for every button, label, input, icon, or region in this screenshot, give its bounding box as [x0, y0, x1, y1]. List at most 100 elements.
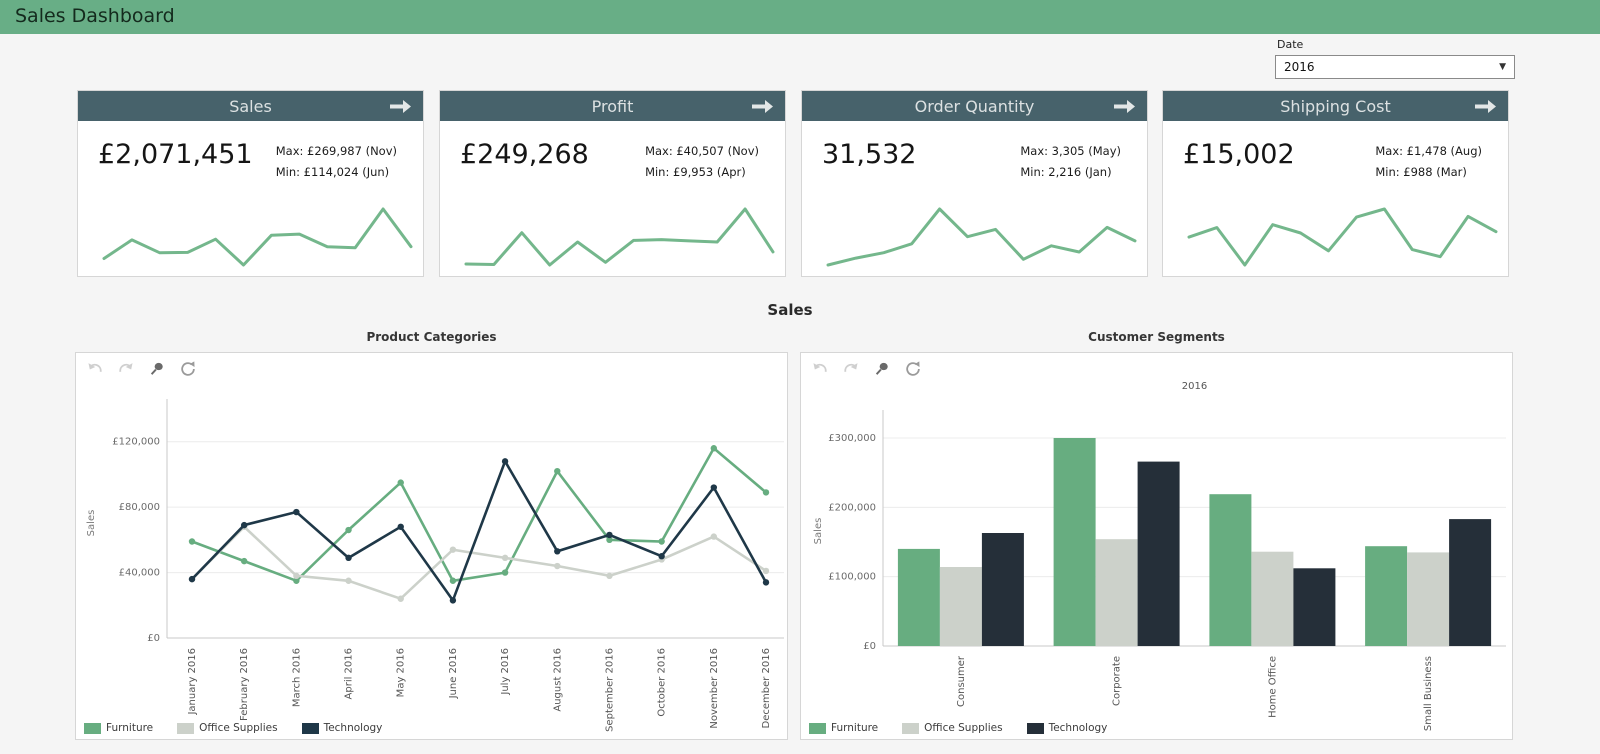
x-tick-label: November 2016 — [709, 648, 720, 729]
kpi-card-profit-header: Profit — [440, 91, 785, 121]
legend-label: Technology — [1048, 722, 1108, 734]
y-tick-label: £0 — [147, 633, 160, 644]
redo-icon[interactable] — [117, 360, 135, 378]
x-tick-label: March 2016 — [291, 648, 302, 707]
kpi-value: £249,268 — [460, 139, 589, 170]
profit-sparkline[interactable] — [440, 201, 785, 275]
kpi-minmax: Max: £1,478 (Aug) Min: £988 (Mar) — [1375, 141, 1482, 183]
chart-subtitle: 2016 — [1182, 381, 1207, 392]
refresh-icon[interactable] — [179, 360, 197, 378]
legend-label: Furniture — [831, 722, 879, 734]
legend-item-technology[interactable]: Technology — [1026, 722, 1108, 734]
kpi-card-sales-header: Sales — [78, 91, 423, 121]
kpi-min: Min: £114,024 (Jun) — [275, 165, 390, 179]
legend-swatch — [177, 722, 195, 734]
undo-icon[interactable] — [86, 360, 104, 378]
x-tick-label: May 2016 — [396, 648, 407, 697]
x-tick-label: August 2016 — [552, 648, 563, 712]
arrow-right-icon[interactable] — [1112, 99, 1136, 118]
kpi-card-order-quantity-header: Order Quantity — [802, 91, 1147, 121]
kpi-max: Max: £40,507 (Nov) — [645, 144, 759, 158]
customer-segments-legend: Furniture Office Supplies Technology — [809, 722, 1107, 734]
kpi-card-title: Order Quantity — [914, 96, 1035, 116]
office-supplies-line — [188, 523, 770, 602]
kpi-card-title: Shipping Cost — [1280, 96, 1391, 116]
sales-sparkline[interactable] — [78, 201, 423, 275]
kpi-min: Min: £9,953 (Apr) — [645, 165, 746, 179]
kpi-minmax: Max: £269,987 (Nov) Min: £114,024 (Jun) — [276, 141, 397, 183]
app-header: Sales Dashboard — [0, 0, 1600, 34]
pin-icon[interactable] — [873, 360, 891, 378]
kpi-card-title: Sales — [229, 96, 272, 116]
kpi-max: Max: £1,478 (Aug) — [1375, 144, 1482, 158]
pin-icon[interactable] — [148, 360, 166, 378]
customer-segments-chart[interactable]: £0 £100,000 £200,000 £300,000 2016 Sales Consu… — [801, 353, 1512, 739]
date-filter-label: Date — [1277, 38, 1304, 51]
x-tick-label: January 2016 — [187, 648, 198, 716]
furniture-bars — [897, 438, 1408, 646]
arrow-right-icon[interactable] — [388, 99, 412, 118]
legend-item-furniture[interactable]: Furniture — [84, 722, 153, 734]
kpi-max: Max: £269,987 (Nov) — [275, 144, 397, 158]
kpi-card-profit: Profit £249,268 Max: £40,507 (Nov) Min: … — [439, 90, 786, 277]
date-select-value: 2016 — [1284, 60, 1315, 74]
legend-swatch — [1026, 722, 1044, 734]
chart-toolbar — [86, 360, 197, 378]
legend-item-furniture[interactable]: Furniture — [809, 722, 878, 734]
legend-swatch — [809, 722, 826, 734]
x-tick-label: February 2016 — [239, 648, 250, 721]
page-title: Sales Dashboard — [15, 5, 175, 27]
legend-item-office-supplies[interactable]: Office Supplies — [902, 722, 1003, 734]
y-tick-label: £80,000 — [119, 502, 160, 513]
y-tick-label: £120,000 — [112, 437, 160, 448]
right-chart-title: Customer Segments — [1088, 330, 1225, 344]
sparkline-path — [102, 207, 413, 267]
x-tick-label: October 2016 — [657, 648, 668, 717]
kpi-minmax: Max: £40,507 (Nov) Min: £9,953 (Apr) — [645, 141, 759, 183]
kpi-card-shipping-cost-header: Shipping Cost — [1163, 91, 1508, 121]
sparkline-path — [1187, 207, 1498, 267]
y-axis-title: Sales — [86, 510, 97, 537]
kpi-card-title: Profit — [591, 96, 634, 116]
chevron-down-icon: ▼ — [1499, 62, 1506, 72]
order-quantity-sparkline[interactable] — [802, 201, 1147, 275]
legend-item-technology[interactable]: Technology — [301, 722, 383, 734]
y-tick-label: £0 — [863, 641, 876, 652]
kpi-min: Min: £988 (Mar) — [1375, 165, 1467, 179]
legend-item-office-supplies[interactable]: Office Supplies — [177, 722, 278, 734]
refresh-icon[interactable] — [904, 360, 922, 378]
shipping-cost-sparkline[interactable] — [1163, 201, 1508, 275]
product-categories-legend: Furniture Office Supplies Technology — [84, 722, 382, 734]
kpi-card-order-quantity: Order Quantity 31,532 Max: 3,305 (May) M… — [801, 90, 1148, 277]
customer-segments-panel: £0 £100,000 £200,000 £300,000 2016 Sales Consu… — [800, 352, 1513, 740]
legend-label: Office Supplies — [924, 722, 1003, 734]
legend-label: Technology — [323, 722, 383, 734]
legend-swatch — [902, 722, 920, 734]
product-categories-panel: £0 £40,000 £80,000 £120,000 Sales January 201… — [75, 352, 788, 740]
undo-icon[interactable] — [811, 360, 829, 378]
y-tick-label: £40,000 — [119, 568, 160, 579]
legend-label: Furniture — [106, 722, 154, 734]
sparkline-path — [826, 207, 1137, 267]
product-categories-chart[interactable]: £0 £40,000 £80,000 £120,000 Sales January 201… — [76, 353, 787, 739]
redo-icon[interactable] — [842, 360, 860, 378]
y-axis-title: Sales — [813, 518, 824, 545]
y-tick-label: £300,000 — [828, 433, 876, 444]
date-filter: Date 2016 ▼ — [1275, 38, 1515, 79]
kpi-value: £2,071,451 — [98, 139, 253, 170]
x-tick-label: Corporate — [1112, 656, 1123, 706]
sparkline-path — [464, 207, 775, 267]
kpi-min: Min: 2,216 (Jan) — [1020, 165, 1112, 179]
legend-swatch — [84, 722, 101, 734]
arrow-right-icon[interactable] — [750, 99, 774, 118]
kpi-max: Max: 3,305 (May) — [1020, 144, 1121, 158]
date-select[interactable]: 2016 ▼ — [1275, 55, 1515, 79]
technology-line — [188, 458, 770, 604]
legend-label: Office Supplies — [199, 722, 278, 734]
chart-toolbar — [811, 360, 922, 378]
kpi-card-sales: Sales £2,071,451 Max: £269,987 (Nov) Min… — [77, 90, 424, 277]
x-tick-label: April 2016 — [344, 648, 355, 699]
arrow-right-icon[interactable] — [1473, 99, 1497, 118]
section-title: Sales — [767, 301, 813, 319]
